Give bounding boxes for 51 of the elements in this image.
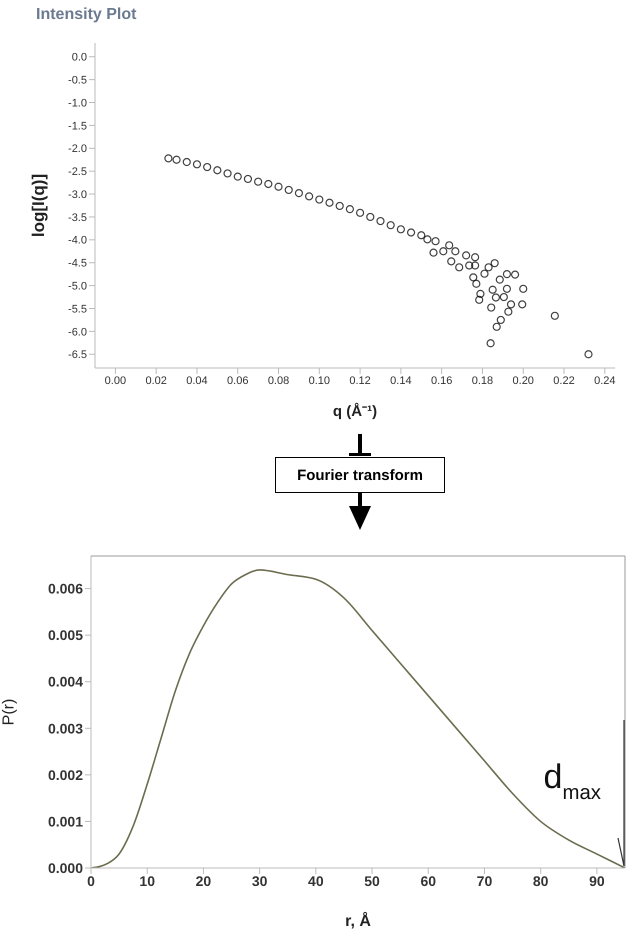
x-tick-label: 0.10 xyxy=(308,374,330,387)
y-tick-label: -4.5 xyxy=(68,258,87,270)
x-tick-label: 40 xyxy=(308,872,324,889)
y-tick-label: 0.001 xyxy=(48,813,84,830)
x-tick-label: 0.16 xyxy=(430,374,452,387)
x-tick-label: 20 xyxy=(196,872,212,889)
x-tick-label: 0 xyxy=(87,872,96,889)
y-axis-title: P(r) xyxy=(0,698,18,726)
y-tick-label: -5.5 xyxy=(68,303,87,316)
x-tick-label: 0.20 xyxy=(512,374,534,387)
y-tick-label: -1.0 xyxy=(68,97,87,110)
chart-title: Intensity Plot xyxy=(36,6,136,24)
x-tick-label: 70 xyxy=(476,872,492,889)
x-tick-label: 0.00 xyxy=(104,374,126,387)
y-tick-label: -3.0 xyxy=(68,188,87,201)
x-axis-title: r, Å xyxy=(345,911,372,930)
y-tick-label: -6.5 xyxy=(68,349,87,362)
x-tick-label: 90 xyxy=(589,872,605,889)
y-tick-label: -5.0 xyxy=(68,280,87,293)
x-tick-label: 0.06 xyxy=(227,374,248,387)
x-tick-label: 0.08 xyxy=(268,374,290,387)
x-tick-label: 0.04 xyxy=(186,374,208,387)
x-tick-label: 0.14 xyxy=(390,374,412,387)
y-tick-label: 0.004 xyxy=(48,674,84,690)
x-tick-label: 80 xyxy=(532,872,549,889)
y-tick-label: 0.003 xyxy=(48,720,84,736)
y-tick-label: 0.000 xyxy=(48,860,84,876)
y-tick-label: -3.5 xyxy=(68,212,87,224)
y-tick-label: -2.0 xyxy=(68,143,87,156)
y-tick-label: -0.5 xyxy=(68,74,87,87)
x-tick-label: 0.12 xyxy=(349,374,371,387)
x-tick-label: 50 xyxy=(364,872,380,889)
x-tick-label: 0.02 xyxy=(145,374,167,387)
x-axis-title: q (Å⁻¹) xyxy=(332,402,378,420)
y-tick-label: 0.005 xyxy=(48,627,84,644)
annotation: d$_{max}$ xyxy=(544,758,601,804)
y-tick-label: 0.0 xyxy=(72,52,87,64)
x-tick-label: 0.18 xyxy=(472,374,494,387)
y-tick-label: -4.0 xyxy=(68,234,87,247)
y-tick-label: 0.006 xyxy=(48,580,84,597)
y-tick-label: -6.0 xyxy=(68,326,87,338)
x-tick-label: 60 xyxy=(420,872,436,889)
x-tick-label: 0.24 xyxy=(594,374,616,387)
y-tick-label: 0.002 xyxy=(48,766,84,783)
y-tick-label: -1.5 xyxy=(68,120,87,132)
x-tick-label: 10 xyxy=(139,872,156,889)
text-box: Fourier transform xyxy=(275,457,445,493)
x-tick-label: 30 xyxy=(252,872,268,889)
x-tick-label: 0.22 xyxy=(553,374,575,387)
y-axis-title: log[I(q)] xyxy=(29,174,48,238)
y-tick-label: -2.5 xyxy=(68,166,87,178)
